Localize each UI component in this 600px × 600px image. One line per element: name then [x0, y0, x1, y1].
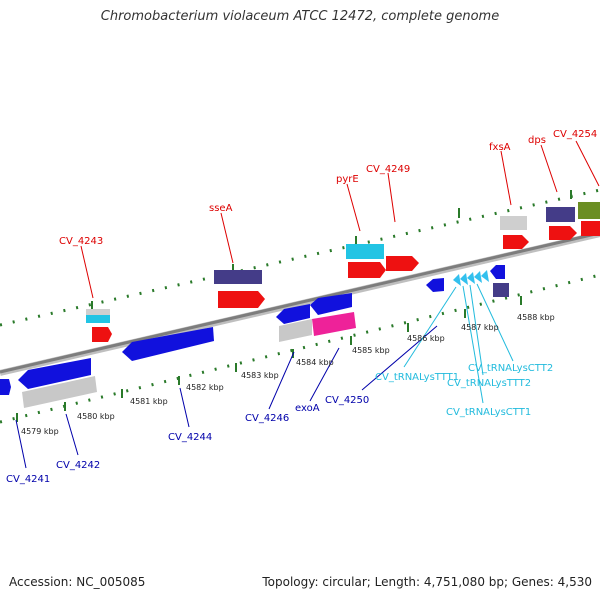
trna-leader-lines [403, 283, 514, 404]
topology-text: Topology: circular; Length: 4,751,080 bp… [262, 575, 592, 589]
genome-backbone-core [0, 231, 600, 374]
kbp-label-4584: 4584 kbp [296, 358, 334, 367]
gene-cv4243-bar-cyan[interactable] [86, 315, 110, 323]
map-title: Chromobacterium violaceum ATCC 12472, co… [100, 9, 500, 24]
gene-cv4242-gray[interactable] [22, 376, 97, 408]
label-cv4241: CV_4241 [6, 474, 50, 485]
label-trna-lys-ttt1: CV_tRNALysTTT1 [375, 372, 459, 383]
kbp-label-4582: 4582 kbp [186, 383, 224, 392]
label-fxsA: fxsA [489, 142, 511, 153]
gene-exoA-cds[interactable] [310, 293, 352, 315]
gene-cv4246-gray[interactable] [279, 319, 312, 342]
label-trna-lys-ctt2: CV_tRNALysCTT2 [468, 363, 553, 374]
label-cv4250: CV_4250 [325, 395, 369, 406]
gene-fxsA-cds[interactable] [503, 235, 529, 249]
label-cv4244: CV_4244 [168, 432, 212, 443]
gene-sseA-bar[interactable] [214, 270, 262, 284]
kbp-label-4581: 4581 kbp [130, 397, 168, 406]
gene-cv4244-cds[interactable] [122, 327, 214, 361]
reverse-leader-lines [15, 325, 438, 469]
gene-right-blue-cds[interactable] [490, 265, 505, 279]
label-dps: dps [528, 135, 546, 146]
gene-right-dark-bar[interactable] [493, 283, 509, 297]
label-cv4246: CV_4246 [245, 413, 289, 424]
gene-cv4254-cds[interactable] [581, 221, 600, 236]
gene-exoA-magenta[interactable] [312, 312, 356, 336]
kbp-label-4585: 4585 kbp [352, 346, 390, 355]
gene-dps-bar[interactable] [546, 207, 575, 222]
label-cv4254: CV_4254 [553, 129, 597, 140]
gene-cv4246-cds[interactable] [276, 304, 310, 324]
kbp-label-4583: 4583 kbp [241, 371, 279, 380]
kbp-label-4588: 4588 kbp [517, 313, 555, 322]
gene-cv4254-bar[interactable] [578, 202, 600, 219]
kbp-label-4587: 4587 kbp [461, 323, 499, 332]
gene-cv4243-cds[interactable] [92, 327, 112, 342]
reverse-strand-scale [0, 273, 600, 424]
gene-cv4250-cds[interactable] [426, 278, 444, 292]
gene-pyrE-cds[interactable] [348, 262, 386, 278]
gene-cv4242-cds[interactable] [18, 358, 91, 389]
label-trna-lys-ctt1: CV_tRNALysCTT1 [446, 407, 531, 418]
label-trna-lys-ttt2: CV_tRNALysTTT2 [447, 378, 531, 389]
gene-cv4249-cds[interactable] [386, 256, 419, 271]
kbp-label-4586: 4586 kbp [407, 334, 445, 343]
kbp-label-4579: 4579 kbp [21, 427, 59, 436]
kbp-label-4580: 4580 kbp [77, 412, 115, 421]
gene-pyrE-bar[interactable] [346, 244, 384, 259]
label-sseA: sseA [209, 203, 233, 214]
trna-cluster[interactable] [453, 270, 489, 286]
gene-cv4243-bar-gray[interactable] [86, 309, 110, 315]
label-cv4249: CV_4249 [366, 164, 410, 175]
gene-dps-cds[interactable] [549, 226, 577, 240]
label-cv4243: CV_4243 [59, 236, 103, 247]
gene-sseA-cds[interactable] [218, 291, 265, 308]
label-exoA: exoA [295, 403, 320, 414]
label-cv4242: CV_4242 [56, 460, 100, 471]
accession-text: Accession: NC_005085 [9, 575, 146, 589]
forward-leader-lines [80, 140, 600, 299]
label-pyrE: pyrE [336, 174, 359, 185]
gene-fxsA-bar[interactable] [500, 216, 527, 230]
reverse-major-ticks [16, 296, 522, 422]
gene-left-edge-cds[interactable] [0, 379, 11, 395]
